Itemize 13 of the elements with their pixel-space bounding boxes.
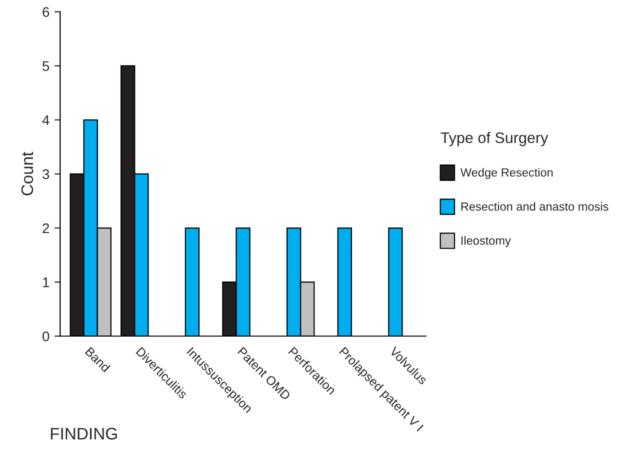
legend-label: Wedge Resection (460, 168, 553, 179)
y-tick-label: 4 (42, 115, 50, 125)
y-axis-title: Count (21, 152, 34, 196)
legend-label: Resection and anasto mosis (461, 202, 608, 211)
y-tick-label: 0 (42, 331, 50, 342)
y-tick-label: 1 (43, 278, 50, 288)
y-tick-label: 3 (42, 169, 50, 180)
y-tick-label: 2 (42, 223, 50, 234)
y-tick-label: 6 (42, 7, 50, 17)
x-axis-title: FINDING (50, 428, 117, 440)
legend-title: Type of Surgery (440, 132, 548, 146)
y-tick-label: 5 (42, 61, 50, 72)
legend-label: Ileostomy (462, 236, 511, 248)
